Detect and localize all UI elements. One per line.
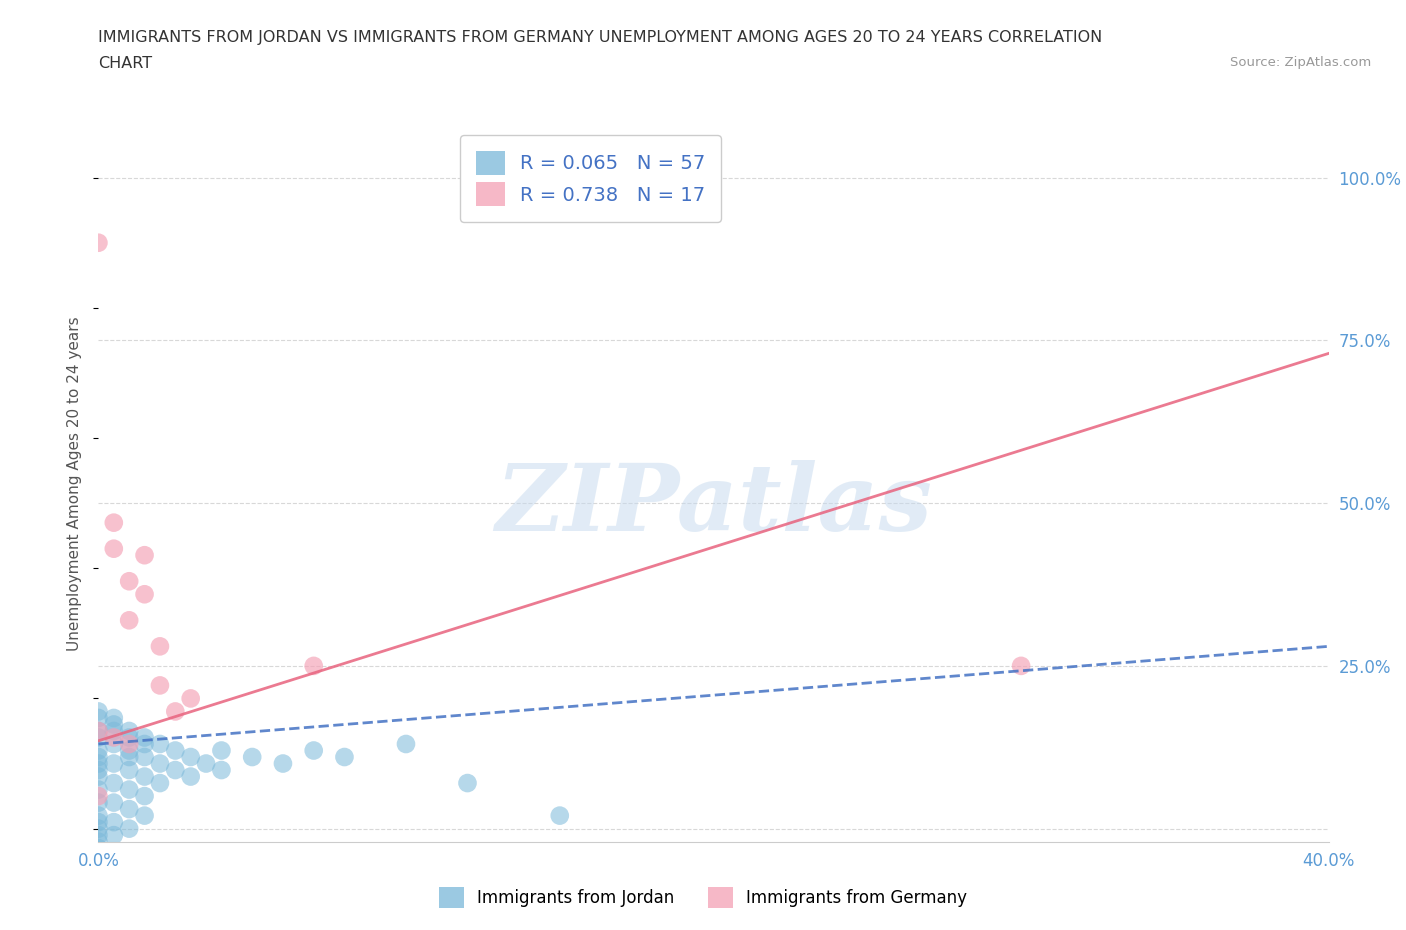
- Point: [395, 737, 418, 751]
- Point: [87, 704, 110, 719]
- Point: [103, 795, 125, 810]
- Point: [87, 782, 110, 797]
- Point: [87, 808, 110, 823]
- Point: [87, 743, 110, 758]
- Point: [118, 613, 141, 628]
- Point: [333, 750, 356, 764]
- Legend: Immigrants from Jordan, Immigrants from Germany: Immigrants from Jordan, Immigrants from …: [432, 881, 974, 914]
- Point: [149, 678, 172, 693]
- Point: [103, 828, 125, 843]
- Point: [456, 776, 478, 790]
- Point: [271, 756, 294, 771]
- Point: [165, 763, 187, 777]
- Point: [134, 587, 156, 602]
- Point: [211, 763, 233, 777]
- Point: [103, 515, 125, 530]
- Point: [149, 756, 172, 771]
- Point: [103, 737, 125, 751]
- Y-axis label: Unemployment Among Ages 20 to 24 years: Unemployment Among Ages 20 to 24 years: [67, 316, 83, 651]
- Point: [165, 704, 187, 719]
- Point: [118, 724, 141, 738]
- Point: [87, 756, 110, 771]
- Point: [134, 769, 156, 784]
- Point: [87, 789, 110, 804]
- Point: [134, 789, 156, 804]
- Point: [302, 743, 325, 758]
- Point: [149, 639, 172, 654]
- Point: [87, 815, 110, 830]
- Point: [103, 776, 125, 790]
- Point: [180, 750, 202, 764]
- Point: [87, 724, 110, 738]
- Point: [118, 750, 141, 764]
- Point: [87, 711, 110, 725]
- Point: [103, 711, 125, 725]
- Point: [134, 808, 156, 823]
- Point: [118, 743, 141, 758]
- Point: [118, 821, 141, 836]
- Point: [134, 737, 156, 751]
- Point: [118, 802, 141, 817]
- Point: [103, 756, 125, 771]
- Point: [103, 730, 125, 745]
- Point: [149, 776, 172, 790]
- Text: Source: ZipAtlas.com: Source: ZipAtlas.com: [1230, 56, 1371, 69]
- Point: [240, 750, 263, 764]
- Point: [302, 658, 325, 673]
- Point: [87, 235, 110, 250]
- Point: [103, 717, 125, 732]
- Point: [134, 750, 156, 764]
- Point: [149, 737, 172, 751]
- Point: [118, 730, 141, 745]
- Point: [103, 541, 125, 556]
- Point: [103, 815, 125, 830]
- Text: ZIPatlas: ZIPatlas: [495, 460, 932, 550]
- Point: [87, 724, 110, 738]
- Point: [87, 730, 110, 745]
- Point: [118, 763, 141, 777]
- Point: [211, 743, 233, 758]
- Point: [103, 724, 125, 738]
- Point: [87, 795, 110, 810]
- Point: [118, 782, 141, 797]
- Point: [180, 691, 202, 706]
- Point: [87, 834, 110, 849]
- Point: [1010, 658, 1032, 673]
- Point: [87, 821, 110, 836]
- Point: [180, 769, 202, 784]
- Point: [134, 730, 156, 745]
- Text: CHART: CHART: [98, 56, 152, 71]
- Point: [87, 841, 110, 856]
- Text: IMMIGRANTS FROM JORDAN VS IMMIGRANTS FROM GERMANY UNEMPLOYMENT AMONG AGES 20 TO : IMMIGRANTS FROM JORDAN VS IMMIGRANTS FRO…: [98, 30, 1102, 45]
- Point: [87, 769, 110, 784]
- Point: [195, 756, 218, 771]
- Legend: R = 0.065   N = 57, R = 0.738   N = 17: R = 0.065 N = 57, R = 0.738 N = 17: [460, 135, 721, 221]
- Point: [134, 548, 156, 563]
- Point: [165, 743, 187, 758]
- Point: [87, 763, 110, 777]
- Point: [87, 750, 110, 764]
- Point: [118, 737, 141, 751]
- Point: [118, 574, 141, 589]
- Point: [548, 808, 571, 823]
- Point: [87, 828, 110, 843]
